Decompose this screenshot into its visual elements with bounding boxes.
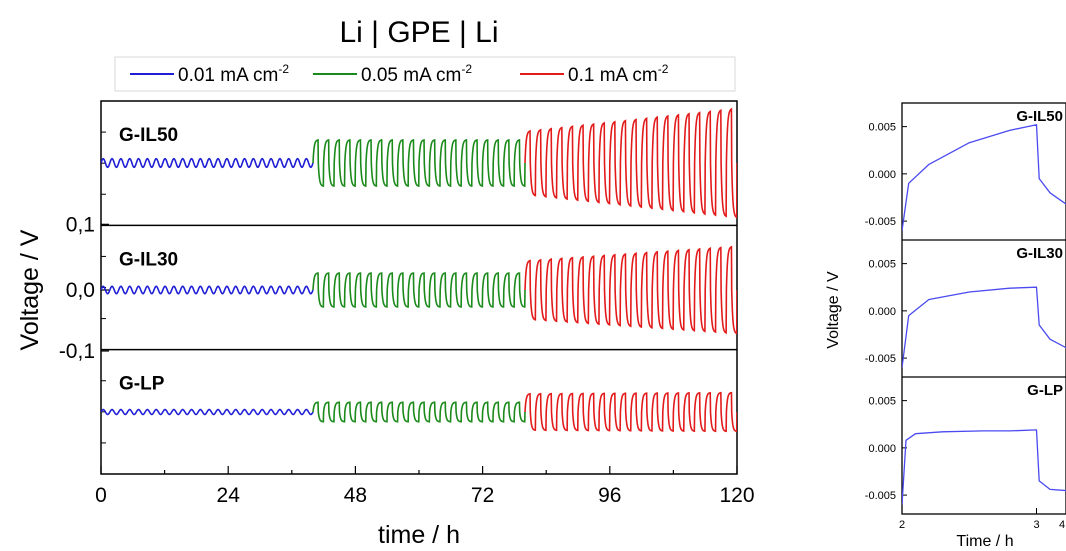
legend-label: 0.05 mA cm-2 (361, 62, 472, 86)
inset-x-tick-label: 3 (1033, 519, 1039, 531)
series-line (101, 285, 314, 295)
series-line (312, 139, 526, 187)
inset-frame (901, 102, 1066, 515)
inset-panel-label: G-LP (1027, 382, 1063, 399)
panel-g-il50 (101, 107, 737, 219)
x-tick-label: 120 (719, 484, 754, 507)
inset-y-tick-label: 0.000 (868, 169, 896, 181)
x-tick-label: 96 (598, 484, 621, 507)
series-line (524, 245, 737, 335)
x-tick-label: 48 (344, 484, 367, 507)
panel-g-lp (101, 391, 737, 433)
legend-entry: 0.1 mA cm-2 (520, 62, 669, 86)
legend-label-superscript: -2 (461, 62, 472, 76)
series-line (101, 157, 314, 169)
legend-label: 0.01 mA cm-2 (178, 62, 289, 86)
x-tick-label: 0 (95, 484, 107, 507)
inset-y-tick-label: 0.000 (868, 306, 896, 318)
panel-label: G-LP (119, 374, 165, 395)
inset-y-tick-label: -0.005 (865, 490, 896, 502)
legend-entry: 0.01 mA cm-2 (130, 62, 289, 86)
inset-y-tick-label: 0.005 (868, 259, 896, 271)
legend-label-superscript: -2 (278, 62, 289, 76)
inset-y-tick-label: 0.000 (868, 443, 896, 455)
legend-label: 0.1 mA cm-2 (568, 62, 669, 86)
series-line (524, 391, 737, 433)
y-tick-label: -0,1 (59, 340, 95, 363)
inset-panel-g-il50 (902, 124, 1066, 231)
legend-entry: 0.05 mA cm-2 (313, 62, 472, 86)
inset-series-line (902, 286, 1066, 368)
panel-label: G-IL50 (119, 125, 178, 146)
inset-series-line (902, 429, 1066, 505)
legend-box (114, 56, 736, 92)
inset-x-tick-label: 2 (899, 519, 905, 531)
series-line (524, 107, 737, 219)
inset-y-tick-label: -0.005 (865, 353, 896, 365)
panel-label: G-IL30 (119, 249, 178, 270)
y-tick-label: 0,0 (66, 279, 95, 302)
inset-x-axis-label: Time / h (956, 533, 1013, 550)
inset-y-axis-label: Voltage / V (825, 271, 842, 349)
y-axis-label: Voltage / V (16, 229, 44, 350)
inset-y-tick-label: -0.005 (865, 216, 896, 228)
x-tick-label: 72 (471, 484, 494, 507)
inset-panel-label: G-IL50 (1016, 108, 1063, 125)
y-tick-label: 0,1 (66, 213, 95, 236)
inset-panel-g-lp (902, 429, 1066, 505)
inset-y-tick-label: 0.005 (868, 122, 896, 134)
x-tick-label: 24 (217, 484, 241, 507)
inset-panel-g-il30 (902, 286, 1066, 368)
x-axis-label: time / h (378, 521, 460, 549)
inset-y-tick-label: 0.005 (868, 396, 896, 408)
legend-label-superscript: -2 (658, 62, 669, 76)
inset-panel-label: G-IL30 (1016, 245, 1063, 262)
series-line (312, 401, 526, 423)
panel-g-il30 (101, 245, 737, 335)
inset-x-tick-label: 4 (1059, 519, 1065, 531)
inset-series-line (902, 124, 1066, 231)
series-line (101, 408, 314, 416)
series-line (312, 272, 526, 308)
chart-title: Li | GPE | Li (340, 16, 499, 49)
